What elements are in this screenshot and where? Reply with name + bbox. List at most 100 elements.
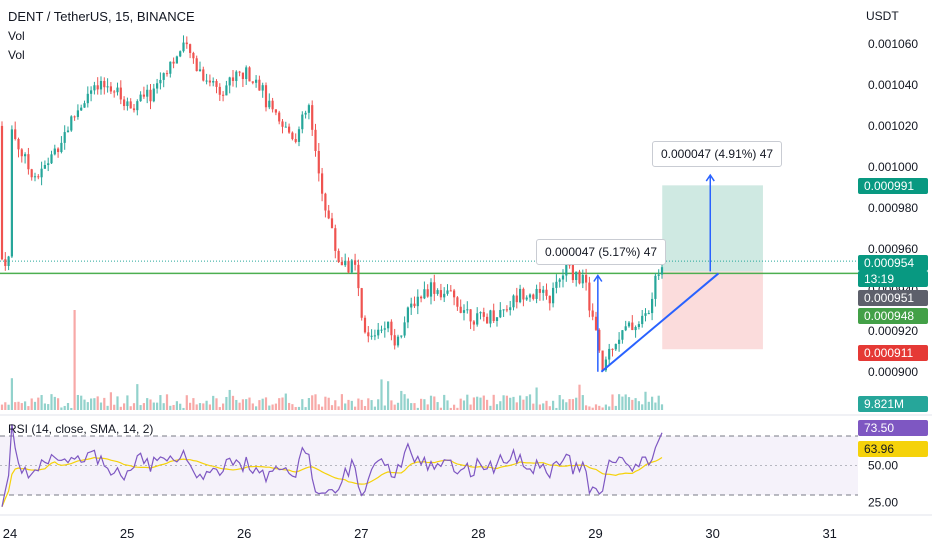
candle xyxy=(340,261,343,266)
candle xyxy=(624,326,627,331)
candle xyxy=(334,228,337,251)
candle xyxy=(462,310,466,313)
volume-bar xyxy=(585,405,588,410)
candle xyxy=(165,73,169,75)
volume-bar xyxy=(225,396,228,410)
candle xyxy=(416,296,419,307)
volume-bar xyxy=(456,407,459,410)
candle xyxy=(83,103,86,108)
volume-bar xyxy=(271,404,274,410)
volume-bar xyxy=(228,389,231,410)
volume-bar xyxy=(195,404,198,410)
candle xyxy=(373,335,376,337)
price-tick-label: 0.001040 xyxy=(868,78,918,92)
candle xyxy=(123,99,126,107)
volume-bar xyxy=(314,394,317,410)
price-tick-label: 0.001060 xyxy=(868,37,918,51)
time-tick-label: 26 xyxy=(237,526,251,541)
volume-bar xyxy=(660,404,664,410)
rsi-sma-badge: 63.96 xyxy=(858,441,928,457)
candle xyxy=(222,94,225,96)
candle xyxy=(657,274,660,276)
volume-bar xyxy=(30,398,33,410)
volume-bar xyxy=(109,392,112,410)
candle xyxy=(558,279,561,282)
candle xyxy=(93,85,96,91)
candle xyxy=(453,290,456,298)
volume-bar xyxy=(492,394,495,410)
volume-bar xyxy=(502,395,505,410)
volume-bar xyxy=(212,395,215,410)
candle xyxy=(129,101,132,109)
candle xyxy=(235,71,238,81)
volume-bar xyxy=(258,400,261,410)
candle xyxy=(383,328,386,330)
time-tick-label: 30 xyxy=(705,526,719,541)
candle xyxy=(634,326,637,331)
volume-bar xyxy=(96,396,99,410)
price-gray-badge: 0.000951 xyxy=(858,290,928,306)
volume-bar xyxy=(222,403,225,410)
candle xyxy=(324,193,327,211)
candle xyxy=(502,309,505,311)
target-measure-label: 0.000047 (4.91%) 47 xyxy=(652,141,783,167)
candle xyxy=(472,321,475,325)
candle xyxy=(278,112,281,122)
candle xyxy=(132,108,136,111)
candle xyxy=(40,168,43,178)
candle xyxy=(50,154,53,164)
volume-badge: 9.821M xyxy=(858,396,928,412)
candle xyxy=(149,89,152,102)
volume-bar xyxy=(548,406,551,410)
volume-bar xyxy=(479,397,482,410)
candle xyxy=(413,303,416,307)
candle xyxy=(568,264,571,266)
price-tick-label: 0.001000 xyxy=(868,160,918,174)
volume-bar xyxy=(307,398,310,410)
volume-bar xyxy=(90,398,93,410)
candle xyxy=(515,295,518,303)
candle xyxy=(456,297,459,307)
volume-bar xyxy=(373,406,376,410)
candle xyxy=(311,105,314,130)
candle xyxy=(387,321,390,329)
volume-bar xyxy=(185,395,188,410)
volume-bar xyxy=(192,398,195,410)
volume-bar xyxy=(651,396,654,410)
volume-bar xyxy=(634,398,637,410)
candle xyxy=(179,51,182,57)
volume-bar xyxy=(182,407,185,410)
volume-bar xyxy=(175,401,178,410)
volume-bar xyxy=(106,405,109,410)
candle xyxy=(30,169,33,178)
candle xyxy=(314,129,317,152)
candle xyxy=(476,313,479,325)
countdown-badge: 13:19 xyxy=(858,271,928,287)
volume-bar xyxy=(654,402,657,410)
candle xyxy=(486,316,489,324)
candle xyxy=(380,329,383,331)
volume-bar xyxy=(83,399,86,410)
candle xyxy=(459,306,462,313)
volume-bar xyxy=(588,406,591,410)
volume-bar xyxy=(393,404,396,410)
candle xyxy=(17,138,20,150)
candle xyxy=(347,260,350,273)
volume-bar xyxy=(423,399,426,410)
volume-bar xyxy=(489,405,492,410)
volume-bar xyxy=(383,405,386,410)
volume-bar xyxy=(0,404,4,410)
volume-bar xyxy=(618,394,621,410)
volume-bar xyxy=(350,400,353,410)
candle xyxy=(604,359,607,371)
candle xyxy=(532,294,535,299)
volume-bar xyxy=(631,399,634,410)
volume-bar xyxy=(40,395,43,410)
volume-bar xyxy=(169,405,172,410)
volume-bar xyxy=(205,400,208,410)
candle xyxy=(136,101,139,111)
measure-arrow-head xyxy=(593,274,603,282)
volume-bar xyxy=(297,406,301,410)
candle xyxy=(304,112,307,115)
